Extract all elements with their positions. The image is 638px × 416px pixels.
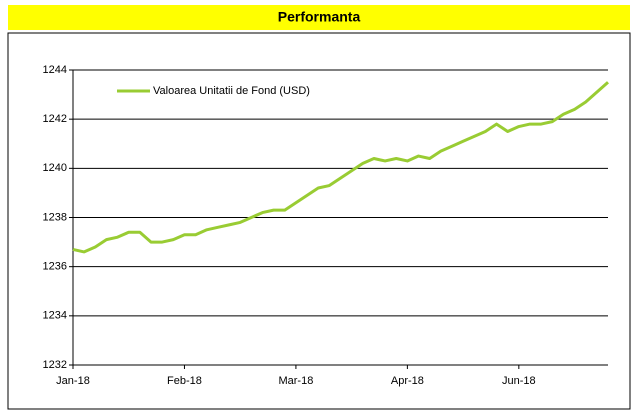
chart-title: Performanta bbox=[278, 9, 361, 25]
y-tick-label: 1236 bbox=[43, 261, 67, 273]
x-tick-label: Jan-18 bbox=[56, 375, 90, 387]
legend-label: Valoarea Unitatii de Fond (USD) bbox=[153, 85, 310, 97]
x-tick-label: Feb-18 bbox=[167, 375, 202, 387]
y-tick-label: 1240 bbox=[43, 162, 67, 174]
y-tick-label: 1244 bbox=[43, 64, 67, 76]
chart-frame bbox=[7, 32, 631, 410]
x-tick-label: Jun-18 bbox=[502, 375, 536, 387]
x-tick-label: Apr-18 bbox=[391, 375, 424, 387]
x-tick-label: Mar-18 bbox=[278, 375, 313, 387]
header-bar bbox=[8, 5, 630, 30]
y-tick-label: 1242 bbox=[43, 113, 67, 125]
y-tick-label: 1232 bbox=[43, 359, 67, 371]
data-line bbox=[72, 81, 609, 254]
y-tick-label: 1238 bbox=[43, 211, 67, 223]
y-tick-label: 1234 bbox=[43, 310, 67, 322]
